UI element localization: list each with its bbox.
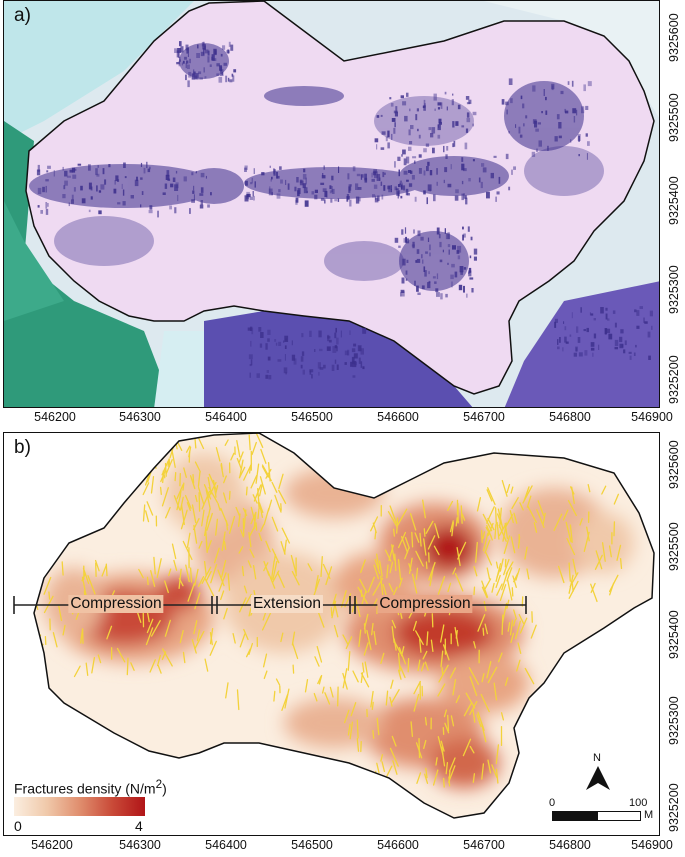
y-tick: 9325500	[667, 522, 681, 571]
north-arrow-icon: N	[584, 752, 612, 790]
legend-title-text: Fractures density (N/m	[14, 780, 156, 797]
panel-a-label: a)	[14, 5, 31, 26]
density-map	[13, 433, 655, 819]
legend-title-sup: 2	[155, 778, 163, 791]
legend-min: 0	[14, 818, 22, 834]
y-tick: 9325300	[667, 696, 681, 745]
x-tick: 546800	[549, 838, 591, 852]
x-tick: 546900	[631, 838, 673, 852]
legend-max: 4	[135, 818, 143, 834]
scale-unit: M	[644, 809, 654, 821]
x-tick: 546600	[377, 838, 419, 852]
fracture-speckles	[36, 41, 653, 380]
scale-min: 0	[549, 797, 556, 809]
x-tick: 546700	[463, 410, 505, 424]
y-tick: 9325300	[667, 265, 681, 314]
y-tick: 9325400	[667, 610, 681, 659]
x-tick: 546700	[463, 838, 505, 852]
fracture-lines	[34, 433, 623, 788]
y-tick: 9325400	[667, 176, 681, 225]
zone-label-extension: Extension	[250, 595, 324, 613]
panel-a-satellite-image: a)	[3, 0, 660, 408]
legend-title: Fractures density (N/m2)	[14, 778, 167, 797]
x-tick: 546800	[549, 410, 591, 424]
y-tick: 9325500	[667, 93, 681, 142]
north-label: N	[593, 752, 601, 764]
scale-max: 100	[629, 797, 648, 809]
x-tick: 546900	[631, 410, 673, 424]
x-tick: 546500	[291, 838, 333, 852]
panel-b-label: b)	[14, 437, 31, 458]
satellite-image	[4, 1, 659, 407]
y-tick: 9325200	[667, 355, 681, 404]
y-tick: 9325200	[667, 783, 681, 832]
x-tick: 546600	[377, 410, 419, 424]
x-tick: 546300	[119, 410, 161, 424]
x-tick: 546400	[205, 410, 247, 424]
panel-b-density-map: b)	[3, 432, 660, 836]
x-tick: 546300	[119, 838, 161, 852]
zone-label-compression-left: Compression	[68, 595, 164, 613]
island-outline	[33, 433, 655, 819]
x-tick: 546200	[34, 410, 76, 424]
x-tick: 546400	[205, 838, 247, 852]
x-tick: 546200	[31, 838, 73, 852]
y-tick: 9325600	[667, 13, 681, 62]
zone-label-compression-right: Compression	[377, 595, 473, 613]
legend-title-close: )	[162, 780, 167, 797]
x-tick: 546500	[291, 410, 333, 424]
legend-color-ramp	[14, 797, 145, 816]
y-tick: 9325600	[667, 440, 681, 489]
